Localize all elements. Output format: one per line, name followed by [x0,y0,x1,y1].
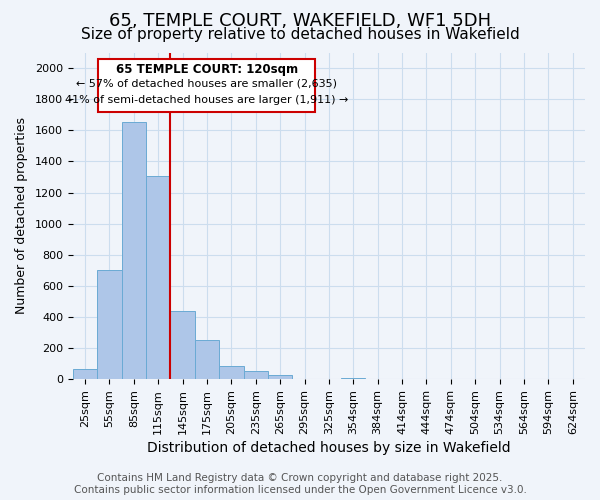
Bar [170,311,195,379]
Bar [97,270,122,379]
Bar [195,340,219,379]
FancyBboxPatch shape [98,58,316,112]
Bar [73,369,97,379]
Text: 65, TEMPLE COURT, WAKEFIELD, WF1 5DH: 65, TEMPLE COURT, WAKEFIELD, WF1 5DH [109,12,491,30]
Text: 65 TEMPLE COURT: 120sqm: 65 TEMPLE COURT: 120sqm [116,62,298,76]
Text: Size of property relative to detached houses in Wakefield: Size of property relative to detached ho… [80,28,520,42]
Bar [341,378,365,379]
Bar [219,366,244,379]
Text: Contains HM Land Registry data © Crown copyright and database right 2025.
Contai: Contains HM Land Registry data © Crown c… [74,474,526,495]
Bar [244,372,268,379]
X-axis label: Distribution of detached houses by size in Wakefield: Distribution of detached houses by size … [147,441,511,455]
Text: 41% of semi-detached houses are larger (1,911) →: 41% of semi-detached houses are larger (… [65,96,349,106]
Text: ← 57% of detached houses are smaller (2,635): ← 57% of detached houses are smaller (2,… [76,79,337,89]
Bar [122,122,146,379]
Bar [146,176,170,379]
Bar [268,375,292,379]
Y-axis label: Number of detached properties: Number of detached properties [15,118,28,314]
